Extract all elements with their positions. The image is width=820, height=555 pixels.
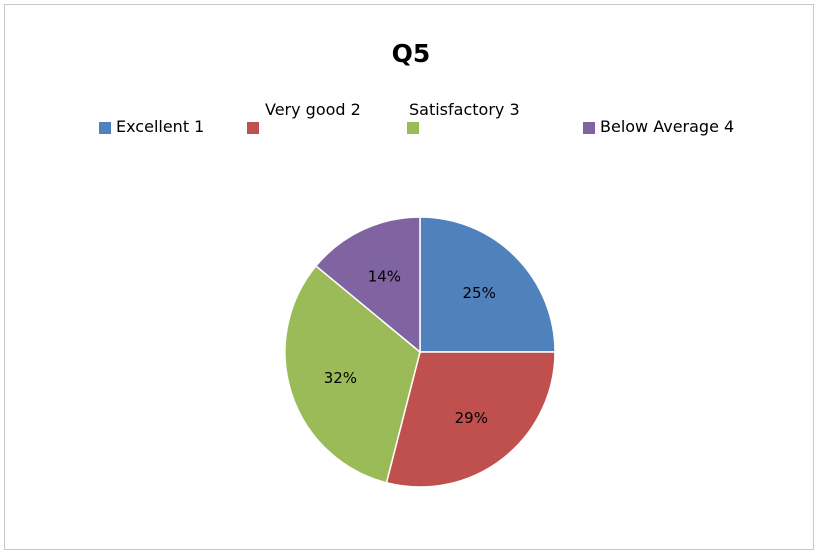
- slice-label-very-good: 29%: [455, 409, 488, 427]
- legend-swatch-very-good: [247, 122, 259, 134]
- pie-slice-very-good: [385, 351, 556, 488]
- slice-label-below-average: 14%: [368, 267, 401, 285]
- legend-label-satisfactory: Satisfactory 3: [409, 100, 520, 119]
- pie-slice-satisfactory: [284, 264, 421, 484]
- legend-label-below-average: Below Average 4: [600, 117, 735, 136]
- slice-label-satisfactory: 32%: [324, 369, 357, 387]
- legend-swatch-excellent: [99, 122, 111, 134]
- pie-slice-below-average: [314, 216, 421, 354]
- slice-label-excellent: 25%: [463, 284, 496, 302]
- legend-swatch-satisfactory: [407, 122, 419, 134]
- legend-label-very-good: Very good 2: [265, 100, 361, 119]
- pie-slice-excellent: [419, 216, 556, 353]
- legend-label-excellent: Excellent 1: [116, 117, 205, 136]
- chart-title: Q5: [391, 39, 431, 68]
- legend-swatch-below-average: [583, 122, 595, 134]
